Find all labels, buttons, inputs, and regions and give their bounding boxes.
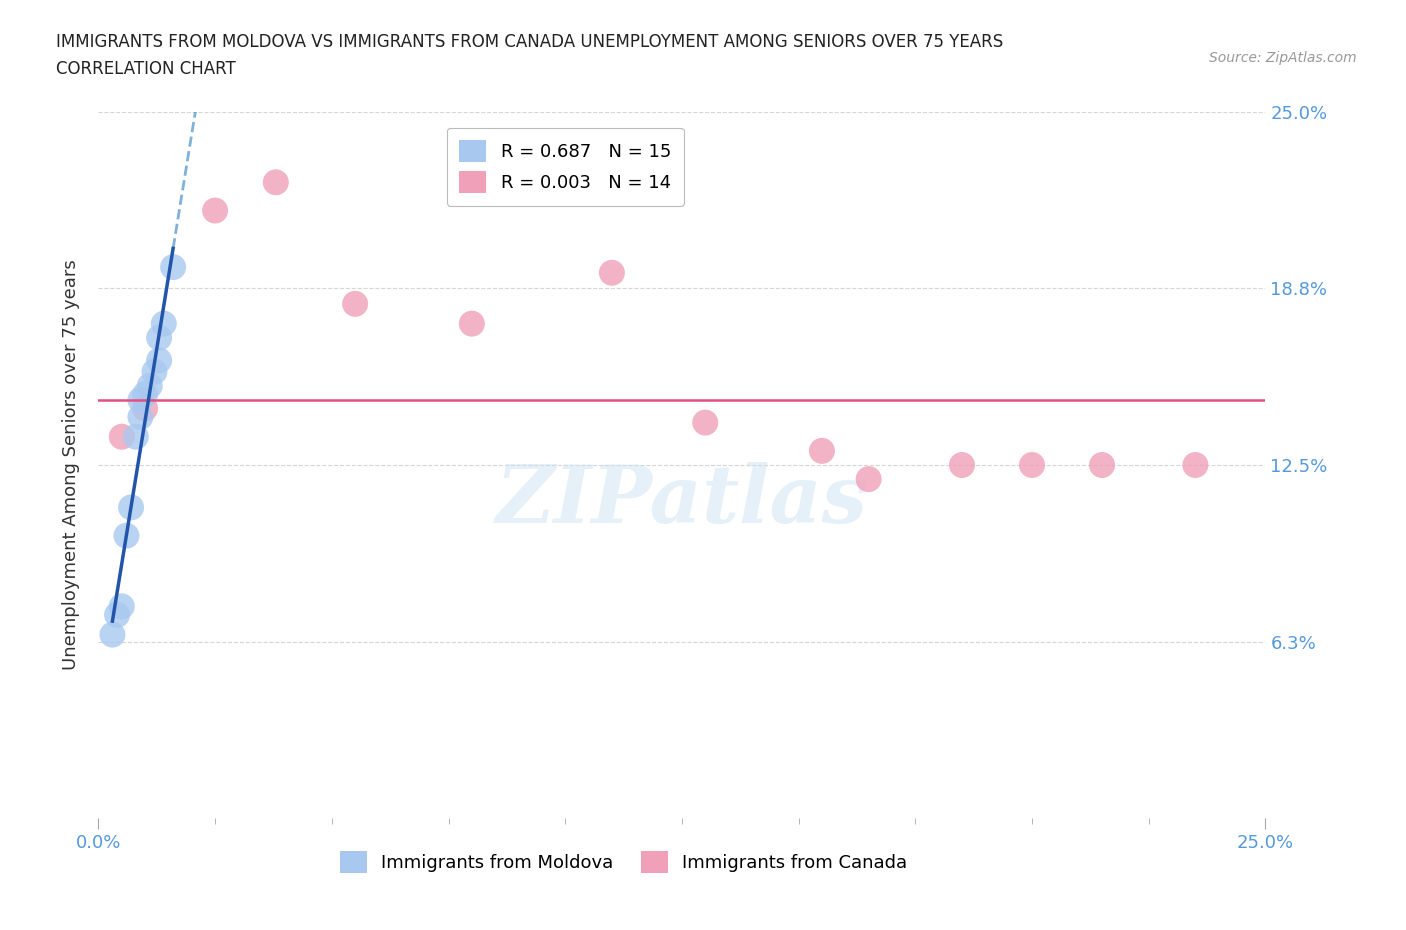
Point: [162, 259, 184, 274]
Point: [1091, 458, 1114, 472]
Point: [143, 365, 166, 379]
Legend: Immigrants from Moldova, Immigrants from Canada: Immigrants from Moldova, Immigrants from…: [333, 844, 914, 880]
Point: [111, 599, 134, 614]
Point: [139, 379, 162, 393]
Text: ZIPatlas: ZIPatlas: [496, 461, 868, 539]
Point: [811, 444, 834, 458]
Point: [264, 175, 287, 190]
Point: [1021, 458, 1043, 472]
Point: [344, 297, 367, 312]
Point: [461, 316, 484, 331]
Point: [950, 458, 973, 472]
Point: [134, 401, 156, 416]
Point: [115, 528, 138, 543]
Y-axis label: Unemployment Among Seniors over 75 years: Unemployment Among Seniors over 75 years: [62, 259, 80, 671]
Point: [134, 387, 156, 402]
Point: [125, 430, 148, 445]
Text: Source: ZipAtlas.com: Source: ZipAtlas.com: [1209, 51, 1357, 65]
Point: [111, 430, 134, 445]
Point: [148, 330, 170, 345]
Point: [600, 265, 623, 280]
Point: [858, 472, 880, 486]
Point: [129, 392, 152, 407]
Point: [204, 203, 226, 218]
Point: [101, 627, 124, 642]
Point: [148, 353, 170, 368]
Text: IMMIGRANTS FROM MOLDOVA VS IMMIGRANTS FROM CANADA UNEMPLOYMENT AMONG SENIORS OVE: IMMIGRANTS FROM MOLDOVA VS IMMIGRANTS FR…: [56, 33, 1004, 50]
Point: [1184, 458, 1206, 472]
Point: [695, 415, 717, 430]
Point: [129, 409, 152, 424]
Point: [120, 500, 142, 515]
Text: CORRELATION CHART: CORRELATION CHART: [56, 60, 236, 78]
Point: [105, 607, 128, 622]
Point: [152, 316, 174, 331]
